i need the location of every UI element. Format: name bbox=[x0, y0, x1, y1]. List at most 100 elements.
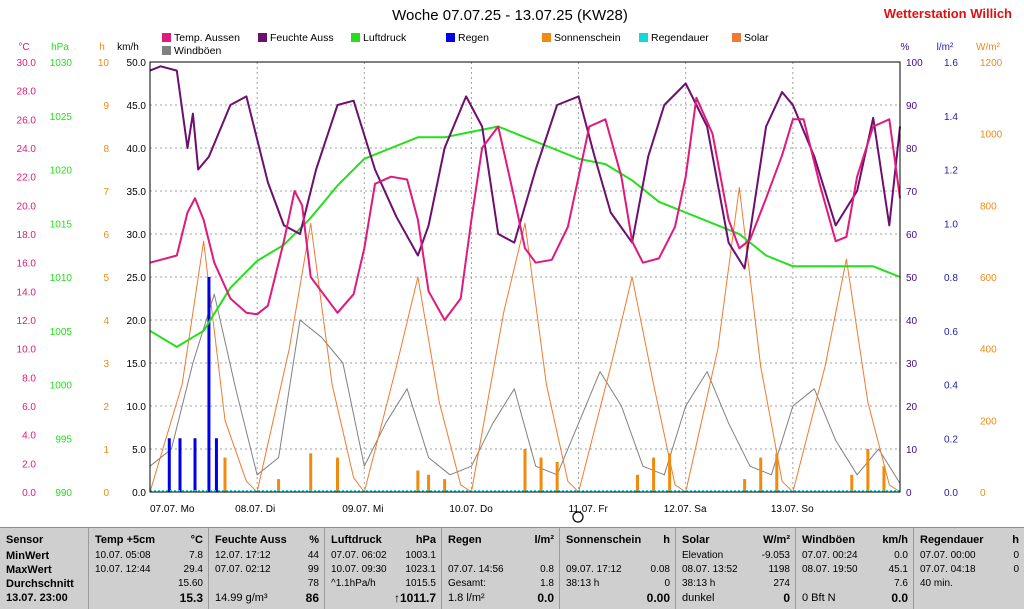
legend-label: Regendauer bbox=[651, 32, 709, 44]
tick-label: 0.4 bbox=[944, 381, 958, 392]
stats-unit: l/m² bbox=[534, 534, 554, 546]
stats-cell-value: 0.0 bbox=[894, 550, 908, 561]
tick-label: 100 bbox=[906, 58, 923, 69]
tick-label: 40 bbox=[906, 316, 918, 327]
bar-sonnenschein bbox=[443, 479, 447, 492]
stats-cell-label: 38:13 h bbox=[566, 578, 600, 589]
stats-cell-value: 15.60 bbox=[177, 578, 203, 589]
stats-header: Feuchte Auss bbox=[215, 534, 287, 546]
stats-column: Luftdruck hPa 07.07. 06:02 1003.1 10.07. 09:… bbox=[324, 528, 442, 609]
stats-cell-label: 08.07. 19:50 bbox=[802, 564, 858, 575]
tick-label: 9 bbox=[103, 101, 109, 112]
stats-cell-value: 0 bbox=[783, 591, 790, 605]
legend-label: Solar bbox=[744, 32, 769, 44]
stats-cell-value: 7.8 bbox=[189, 550, 203, 561]
bar-sonnenschein bbox=[882, 466, 886, 492]
series-luftdruck bbox=[149, 125, 901, 348]
tick-label: 80 bbox=[906, 144, 918, 155]
x-tick-label: 08.07. Di bbox=[235, 504, 275, 515]
bar-sonnenschein bbox=[759, 457, 763, 492]
stats-cell-value: 0.0 bbox=[891, 591, 908, 605]
tick-label: 1.6 bbox=[944, 58, 958, 69]
legend-swatch bbox=[162, 33, 171, 42]
bar-regen bbox=[214, 438, 218, 492]
stats-cell-label: 07.07. 06:02 bbox=[331, 550, 387, 561]
tick-label: 20 bbox=[906, 402, 918, 413]
bar-regen bbox=[167, 438, 171, 492]
stats-column: Regendauer h 07.07. 00:00 0 07.07. 04:18 0 40 … bbox=[913, 528, 1024, 609]
axis-unit-label: h bbox=[99, 42, 105, 53]
stats-cell-label: Gesamt: bbox=[448, 578, 486, 589]
stats-table: Sensor MinWert MaxWert Durchschnitt 13.07. 2… bbox=[0, 527, 1024, 609]
stats-cell-label: 38:13 h bbox=[682, 578, 716, 589]
stats-cell-label: 07.07. 04:18 bbox=[920, 564, 976, 575]
stats-row-label: Durchschnitt bbox=[6, 578, 74, 590]
tick-label: 1015 bbox=[50, 219, 73, 230]
tick-label: 6 bbox=[103, 230, 109, 241]
tick-label: 50.0 bbox=[127, 58, 147, 69]
stats-cell-value: 0 bbox=[1013, 550, 1019, 561]
tick-label: 25.0 bbox=[127, 273, 147, 284]
axis-units: °C hPa h km/h% l/m² W/m² bbox=[18, 42, 1000, 53]
stats-cell-label: Elevation bbox=[682, 550, 724, 561]
tick-label: 200 bbox=[980, 416, 997, 427]
stats-cell-label: 40 min. bbox=[920, 578, 953, 589]
legend-swatch bbox=[732, 33, 741, 42]
x-tick-label: 13.07. So bbox=[771, 504, 814, 515]
series-windb-en bbox=[149, 293, 901, 484]
bar-regen bbox=[193, 438, 197, 492]
legend-label: Luftdruck bbox=[363, 32, 407, 44]
tick-label: 8 bbox=[103, 144, 109, 155]
tick-label: 995 bbox=[55, 434, 72, 445]
stats-cell-value: 0.00 bbox=[646, 591, 670, 605]
legend-label: Windböen bbox=[174, 45, 221, 57]
tick-label: 4.0 bbox=[22, 431, 36, 442]
tick-label: 0.0 bbox=[132, 488, 146, 499]
tick-label: 0 bbox=[906, 488, 912, 499]
tick-label: 28.0 bbox=[17, 87, 37, 98]
plot-frame bbox=[149, 61, 901, 493]
tick-label: 0.2 bbox=[944, 434, 958, 445]
stats-cell-label: 09.07. 17:12 bbox=[566, 564, 622, 575]
bar-sonnenschein bbox=[223, 457, 227, 492]
tick-label: 5.0 bbox=[132, 445, 146, 456]
stats-cell-value: 1.8 bbox=[540, 578, 554, 589]
stats-cell-label: 10.07. 09:30 bbox=[331, 564, 387, 575]
tick-label: 45.0 bbox=[127, 101, 147, 112]
legend-swatch bbox=[162, 46, 171, 55]
tick-label: 40.0 bbox=[127, 144, 147, 155]
stats-column: Sensor MinWert MaxWert Durchschnitt 13.07. 2… bbox=[0, 528, 88, 609]
bar-sonnenschein bbox=[555, 461, 559, 492]
time-marker bbox=[572, 511, 584, 523]
tick-label: 12.0 bbox=[17, 316, 37, 327]
stats-cell-label: dunkel bbox=[682, 592, 715, 604]
tick-label: 1 bbox=[103, 445, 109, 456]
bar-sonnenschein bbox=[539, 457, 543, 492]
stats-cell-value: 0 bbox=[664, 578, 670, 589]
bar-sonnenschein bbox=[523, 449, 527, 492]
tick-label: 14.0 bbox=[17, 287, 37, 298]
stats-unit: hPa bbox=[415, 534, 436, 546]
tick-label: 1.0 bbox=[944, 219, 958, 230]
axis-unit-label: hPa bbox=[51, 42, 69, 53]
stats-cell-label: 10.07. 05:08 bbox=[95, 550, 151, 561]
axis-unit-label: % bbox=[901, 42, 910, 53]
stats-unit: h bbox=[1012, 534, 1019, 546]
stats-cell-label: 14.99 g/m³ bbox=[215, 592, 268, 604]
tick-label: 30.0 bbox=[127, 230, 147, 241]
stats-header: Sensor bbox=[6, 534, 44, 546]
stats-cell-value: 1003.1 bbox=[405, 550, 436, 561]
tick-label: 1005 bbox=[50, 327, 73, 338]
stats-header: Sonnenschein bbox=[566, 534, 642, 546]
stats-row-label: 13.07. 23:00 bbox=[6, 592, 68, 604]
tick-label: 30.0 bbox=[17, 58, 37, 69]
bar-sonnenschein bbox=[636, 474, 639, 492]
stats-cell-label: 07.07. 02:12 bbox=[215, 564, 271, 575]
series-temp-aussen bbox=[149, 96, 901, 321]
bar-sonnenschein bbox=[427, 474, 431, 492]
stats-cell-value: 0.08 bbox=[650, 564, 670, 575]
bar-regen bbox=[207, 277, 211, 492]
stats-cell-value: 99 bbox=[307, 564, 319, 575]
x-tick-label: 07.07. Mo bbox=[150, 504, 195, 515]
tick-label: 5 bbox=[103, 273, 109, 284]
